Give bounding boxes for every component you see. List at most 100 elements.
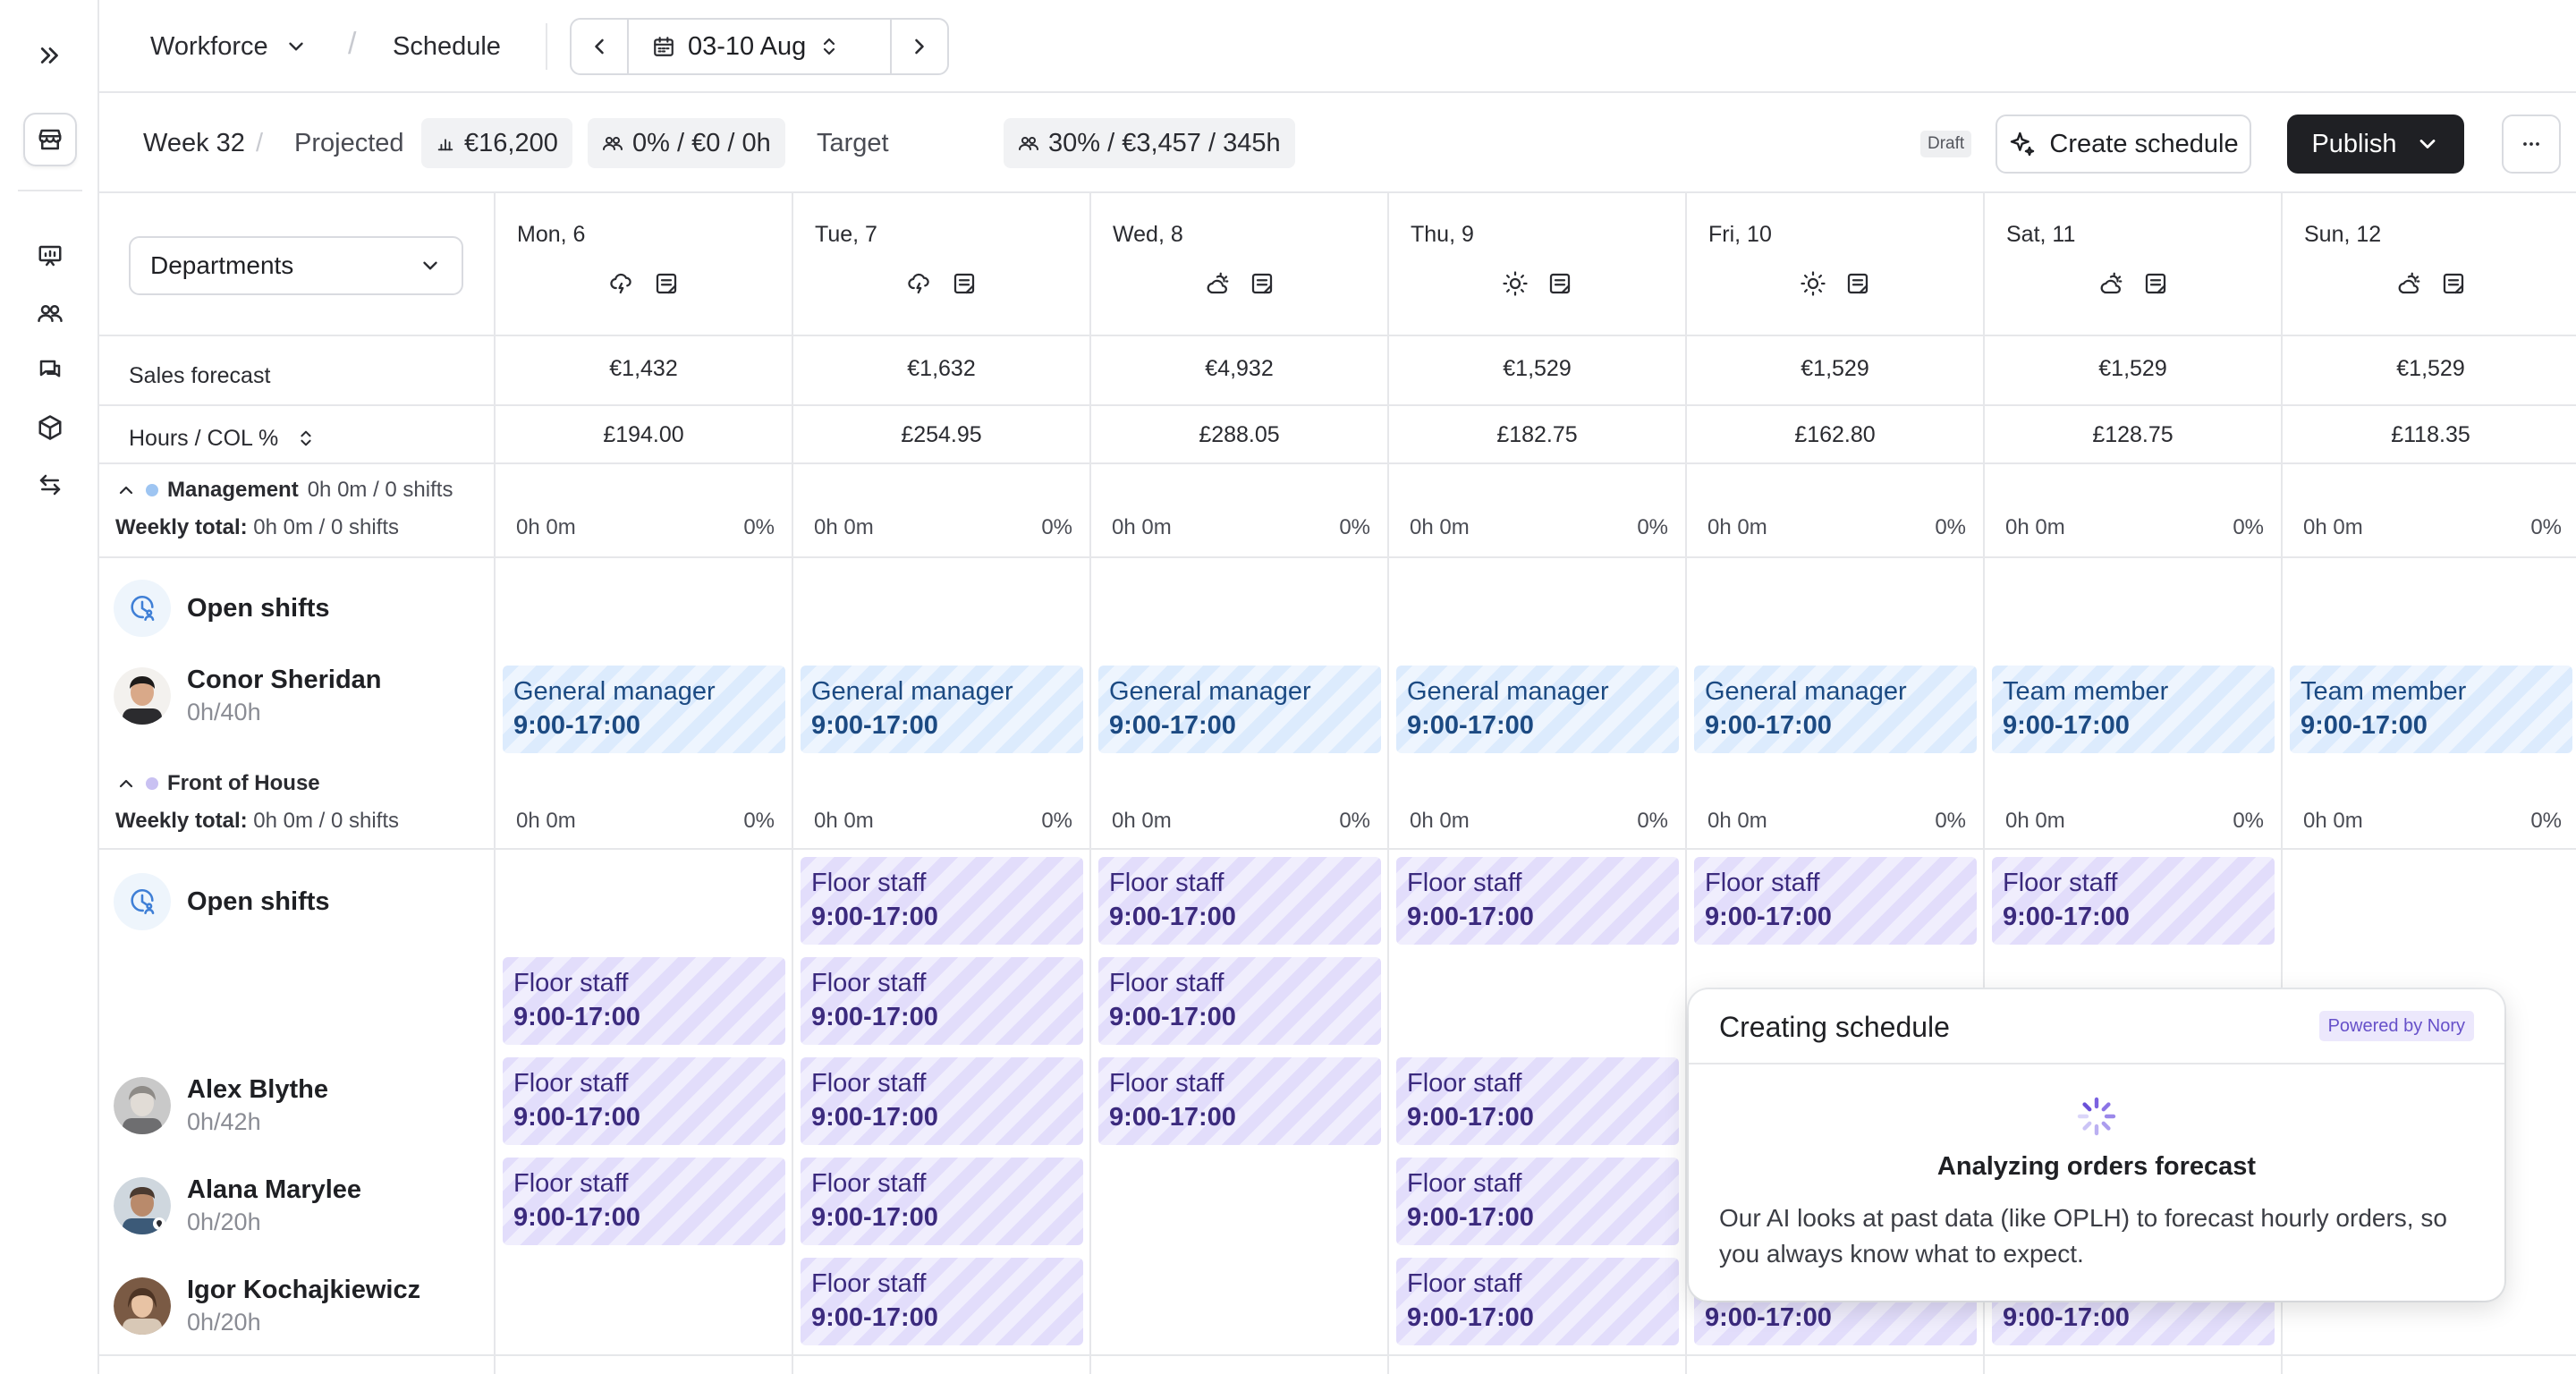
shift-block[interactable]: Floor staff 9:00-17:00 xyxy=(503,1158,785,1245)
departments-filter[interactable]: Departments xyxy=(129,236,463,295)
front-open-shifts: Open shifts xyxy=(114,873,330,930)
nav-transfers[interactable] xyxy=(23,458,77,512)
shift-role: Floor staff xyxy=(513,1069,629,1098)
day-label: Mon, 6 xyxy=(517,222,586,247)
nav-messages[interactable] xyxy=(23,344,77,397)
shift-block[interactable]: Floor staff 9:00-17:00 xyxy=(801,1057,1083,1145)
workforce-dropdown[interactable]: Workforce xyxy=(150,0,308,93)
day-total-hours: 0h 0m xyxy=(814,809,874,833)
nav-workforce[interactable] xyxy=(23,286,77,340)
date-range-select[interactable]: 03-10 Aug xyxy=(627,20,892,73)
shift-block[interactable]: Floor staff 9:00-17:00 xyxy=(1396,1057,1679,1145)
cloud-sun-icon xyxy=(2100,272,2122,294)
day-label: Tue, 7 xyxy=(815,222,877,247)
shift-time: 9:00-17:00 xyxy=(1705,711,1832,740)
store-button[interactable] xyxy=(23,113,77,166)
creating-schedule-popup: Creating schedule Powered by Nory Analyz… xyxy=(1689,989,2504,1301)
shift-block[interactable]: Floor staff 9:00-17:00 xyxy=(1396,1158,1679,1245)
expand-sidebar-button[interactable] xyxy=(23,29,77,82)
staff-igor-kochajkiewicz[interactable]: Igor Kochajkiewicz 0h/20h xyxy=(114,1274,420,1338)
day-total-percent: 0% xyxy=(1339,809,1370,833)
shift-block[interactable]: Floor staff 9:00-17:00 xyxy=(1098,1057,1381,1145)
draft-badge: Draft xyxy=(1920,131,1972,157)
chat-icon xyxy=(39,360,61,377)
shift-block[interactable]: Team member 9:00-17:00 xyxy=(2290,666,2572,753)
calendar-icon xyxy=(654,37,674,56)
schedule-breadcrumb[interactable]: Schedule xyxy=(393,31,501,61)
shift-block[interactable]: Floor staff 9:00-17:00 xyxy=(1098,957,1381,1045)
shift-block[interactable]: Floor staff 9:00-17:00 xyxy=(1396,1258,1679,1345)
shift-block[interactable]: Floor staff 9:00-17:00 xyxy=(1098,857,1381,945)
more-options-button[interactable] xyxy=(2502,114,2561,174)
grid-column-divider xyxy=(1089,193,1091,1374)
note-icon xyxy=(2443,273,2463,294)
shift-block[interactable]: General manager 9:00-17:00 xyxy=(1396,666,1679,753)
create-schedule-button[interactable]: Create schedule xyxy=(1996,114,2251,174)
shift-time: 9:00-17:00 xyxy=(811,711,938,740)
grid-column-divider xyxy=(1387,193,1389,1374)
shift-block[interactable]: Floor staff 9:00-17:00 xyxy=(1396,857,1679,945)
sales-forecast-value: €1,529 xyxy=(2098,356,2167,381)
management-color-dot xyxy=(146,484,158,496)
management-section-header[interactable]: Management 0h 0m / 0 shifts xyxy=(115,478,453,503)
day-header: Wed, 8 xyxy=(1091,193,1387,335)
projected-sales-pill: €16,200 xyxy=(421,118,572,168)
projected-labour-pill: 0% / €0 / 0h xyxy=(588,118,785,168)
shift-block[interactable]: Floor staff 9:00-17:00 xyxy=(801,957,1083,1045)
double-chevron-right-icon xyxy=(40,47,58,64)
day-total-percent: 0% xyxy=(743,809,775,833)
shift-block[interactable]: General manager 9:00-17:00 xyxy=(503,666,785,753)
staff-hours: 0h/42h xyxy=(187,1108,261,1135)
staff-alex-blythe[interactable]: Alex Blythe 0h/42h xyxy=(114,1073,328,1138)
management-open-shifts: Open shifts xyxy=(114,580,330,637)
grid-column-divider xyxy=(2281,193,2283,1374)
nav-dashboard[interactable] xyxy=(23,229,77,283)
shift-block[interactable]: Floor staff 9:00-17:00 xyxy=(503,1057,785,1145)
sparkle-icon xyxy=(2011,131,2035,157)
hours-col-value: £288.05 xyxy=(1199,422,1280,447)
shift-block[interactable]: Floor staff 9:00-17:00 xyxy=(503,957,785,1045)
shift-role: Floor staff xyxy=(1109,869,1224,897)
management-weekly-total: Weekly total: 0h 0m / 0 shifts xyxy=(115,515,399,540)
nav-inventory[interactable] xyxy=(23,401,77,454)
storm-icon xyxy=(609,273,631,294)
shift-block[interactable]: General manager 9:00-17:00 xyxy=(801,666,1083,753)
chevron-up-down-icon xyxy=(301,430,311,446)
publish-button[interactable]: Publish xyxy=(2287,114,2464,174)
staff-alana-marylee[interactable]: Alana Marylee 0h/20h xyxy=(114,1174,361,1238)
shift-role: Floor staff xyxy=(513,969,629,997)
day-header: Mon, 6 xyxy=(496,193,792,335)
front-title: Front of House xyxy=(167,771,320,795)
shift-time: 9:00-17:00 xyxy=(513,1103,640,1132)
store-icon xyxy=(38,129,62,150)
shift-time: 9:00-17:00 xyxy=(811,1003,938,1031)
more-horizontal-icon xyxy=(2523,142,2539,146)
shift-block[interactable]: Floor staff 9:00-17:00 xyxy=(1694,857,1977,945)
day-icons xyxy=(1389,270,1685,297)
shift-block[interactable]: Floor staff 9:00-17:00 xyxy=(801,1258,1083,1345)
shift-role: Floor staff xyxy=(1407,1169,1522,1198)
shift-role: Team member xyxy=(2301,677,2467,706)
shift-time: 9:00-17:00 xyxy=(513,1203,640,1232)
shift-block[interactable]: General manager 9:00-17:00 xyxy=(1694,666,1977,753)
day-icons xyxy=(496,270,792,297)
shift-time: 9:00-17:00 xyxy=(1407,1103,1534,1132)
date-range-picker: 03-10 Aug xyxy=(570,18,949,75)
previous-week-button[interactable] xyxy=(572,20,627,73)
sales-forecast-label: Sales forecast xyxy=(129,362,271,388)
sun-icon xyxy=(1502,271,1528,296)
shift-block[interactable]: Floor staff 9:00-17:00 xyxy=(1992,857,2275,945)
shift-block[interactable]: Floor staff 9:00-17:00 xyxy=(801,857,1083,945)
next-week-button[interactable] xyxy=(892,20,947,73)
shift-block[interactable]: Floor staff 9:00-17:00 xyxy=(801,1158,1083,1245)
hours-col-sort[interactable]: Hours / COL % xyxy=(129,420,316,456)
target-pill: 30% / €3,457 / 345h xyxy=(1004,118,1295,168)
shift-block[interactable]: General manager 9:00-17:00 xyxy=(1098,666,1381,753)
shift-time: 9:00-17:00 xyxy=(2301,711,2428,740)
staff-name: Alex Blythe xyxy=(187,1075,328,1104)
grid-row-divider xyxy=(99,462,2576,464)
shift-block[interactable]: Team member 9:00-17:00 xyxy=(1992,666,2275,753)
front-section-header[interactable]: Front of House xyxy=(115,771,320,796)
staff-conor-sheridan[interactable]: Conor Sheridan 0h/40h xyxy=(114,664,382,728)
shift-role: Floor staff xyxy=(811,1169,927,1198)
